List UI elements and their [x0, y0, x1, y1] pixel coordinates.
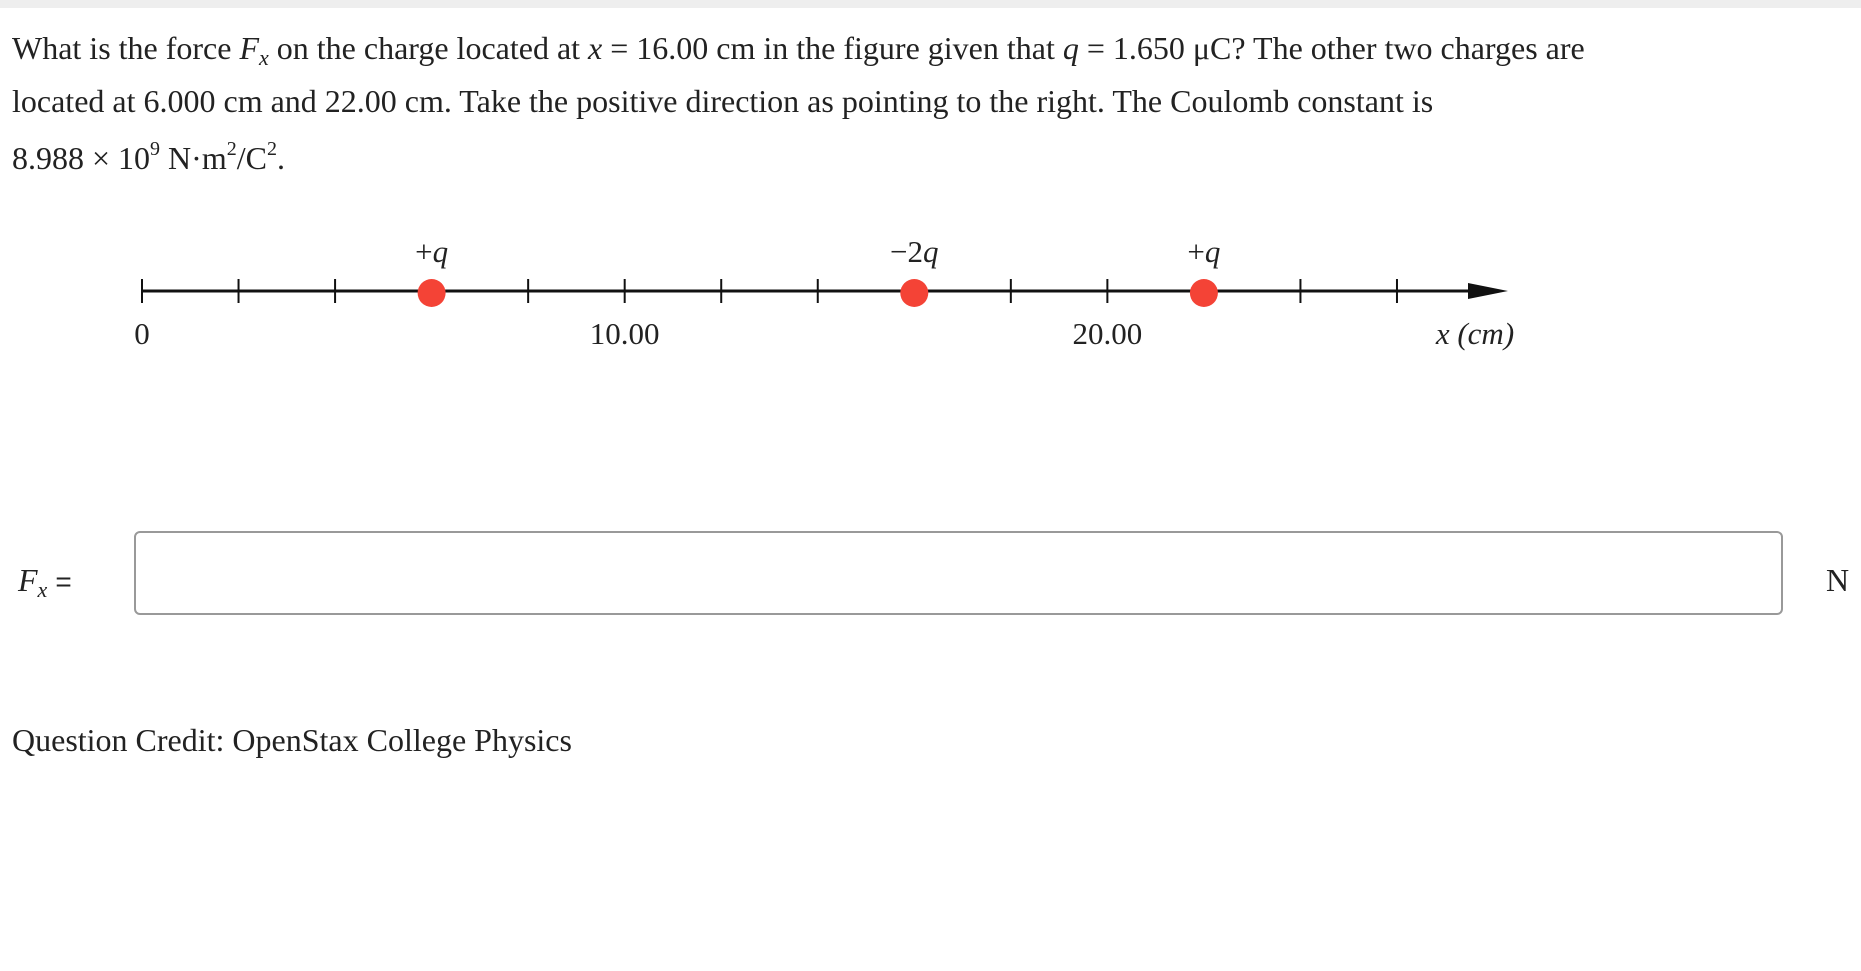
text-segment: = 16.00 cm in the figure given that [602, 30, 1063, 66]
question-line: What is the force Fx on the charge locat… [12, 30, 1585, 71]
text-segment: What is the force [12, 30, 240, 66]
charge-symbol: q [1205, 234, 1221, 269]
top-bar [0, 0, 1861, 8]
text-segment: x [588, 30, 603, 66]
tick-label: 0 [134, 316, 150, 351]
text-segment: . [276, 140, 285, 176]
charge [1189, 279, 1218, 307]
answer-label: Fx = [18, 562, 72, 603]
charge-sign: + [415, 234, 432, 269]
text-segment: = 1.650 μC? The other two charges are [1078, 30, 1585, 66]
text-segment: x [259, 45, 269, 70]
question-line: 8.988 × 109 N·m2/C2. [12, 138, 285, 177]
answer-input[interactable] [134, 531, 1783, 615]
text-segment: N·m [160, 140, 227, 176]
text-segment: q [1062, 30, 1079, 66]
charge [417, 279, 446, 307]
axis-label: x (cm) [1435, 316, 1514, 351]
answer-subscript: x [37, 577, 48, 602]
charge-symbol: q [433, 234, 449, 269]
charge [900, 279, 929, 307]
text-segment: on the charge located at [268, 30, 589, 66]
answer-equals: = [55, 566, 72, 597]
text-segment: F [239, 30, 259, 66]
text-segment: located at 6.000 cm and 22.00 cm. Take t… [12, 83, 1434, 119]
charge-sign: + [1187, 234, 1204, 269]
text-segment: 2 [266, 138, 277, 160]
charge-label: +q [1187, 234, 1220, 269]
text-segment: 9 [150, 138, 161, 160]
axis-arrow [1468, 283, 1508, 299]
charge-label: +q [415, 234, 448, 269]
answer-unit: N [1826, 562, 1850, 598]
number-line-figure: 0 10.00 20.00 x (cm)+q −2q +q [134, 234, 1514, 351]
credit: Question Credit: OpenStax College Physic… [12, 722, 572, 758]
answer-symbol: F [18, 562, 38, 598]
text-segment: 2 [226, 138, 237, 160]
question-line: located at 6.000 cm and 22.00 cm. Take t… [12, 83, 1433, 120]
tick-label: 10.00 [590, 316, 660, 351]
charge-sign: −2 [890, 234, 923, 269]
text-segment: 8.988 × 10 [12, 140, 151, 176]
charge-label: −2q [890, 234, 938, 269]
tick-label: 20.00 [1072, 316, 1142, 351]
charge-symbol: q [923, 234, 939, 269]
text-segment: /C [236, 140, 267, 176]
